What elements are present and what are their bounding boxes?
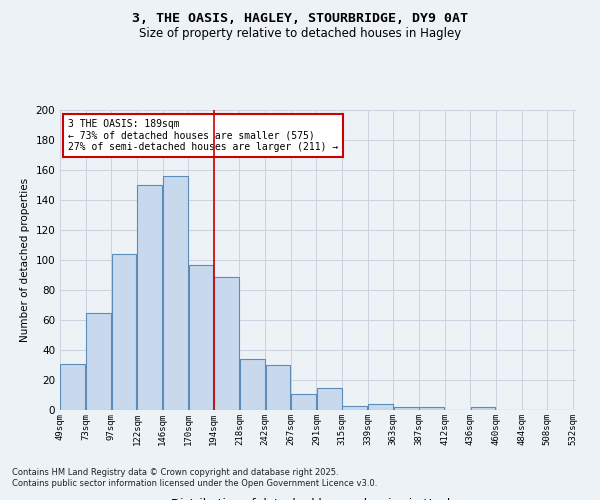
Bar — [61, 364, 85, 410]
Bar — [394, 407, 419, 410]
Bar — [291, 394, 316, 410]
Text: Contains HM Land Registry data © Crown copyright and database right 2025.
Contai: Contains HM Land Registry data © Crown c… — [12, 468, 377, 487]
Bar — [419, 407, 444, 410]
Bar — [240, 359, 265, 410]
Bar — [368, 404, 393, 410]
Bar — [317, 388, 341, 410]
Bar — [214, 276, 239, 410]
Bar — [112, 254, 136, 410]
X-axis label: Distribution of detached houses by size in Hagley: Distribution of detached houses by size … — [171, 498, 465, 500]
Text: 3, THE OASIS, HAGLEY, STOURBRIDGE, DY9 0AT: 3, THE OASIS, HAGLEY, STOURBRIDGE, DY9 0… — [132, 12, 468, 26]
Bar — [137, 185, 162, 410]
Y-axis label: Number of detached properties: Number of detached properties — [20, 178, 30, 342]
Text: 3 THE OASIS: 189sqm
← 73% of detached houses are smaller (575)
27% of semi-detac: 3 THE OASIS: 189sqm ← 73% of detached ho… — [68, 119, 338, 152]
Bar — [470, 407, 496, 410]
Bar — [188, 264, 214, 410]
Bar — [266, 365, 290, 410]
Bar — [343, 406, 367, 410]
Text: Size of property relative to detached houses in Hagley: Size of property relative to detached ho… — [139, 28, 461, 40]
Bar — [86, 312, 111, 410]
Bar — [163, 176, 188, 410]
